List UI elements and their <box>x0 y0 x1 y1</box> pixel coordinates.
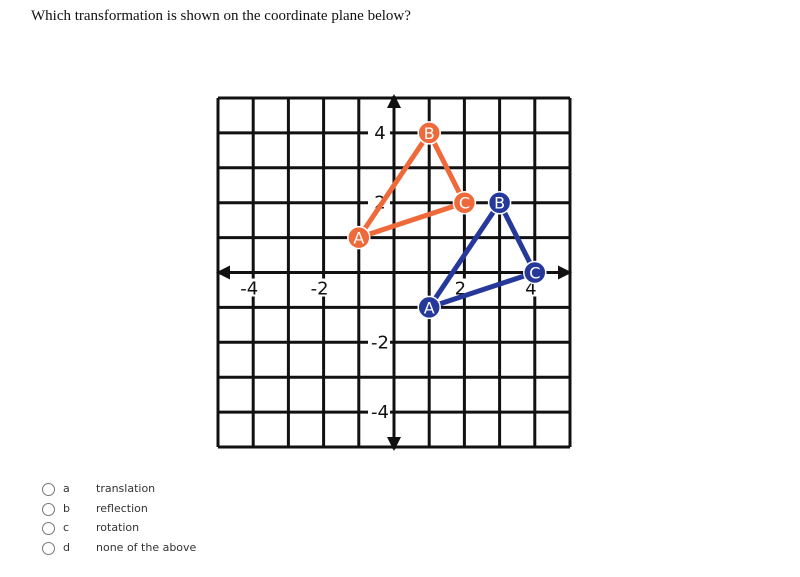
question: Which transformation is shown on the coo… <box>31 8 411 24</box>
option-letter: b <box>63 501 70 515</box>
label-bg <box>368 398 390 421</box>
vertex <box>452 190 477 215</box>
label-bg <box>368 188 390 211</box>
vertex <box>417 121 441 145</box>
radio-button[interactable] <box>42 502 55 516</box>
option-text: translation <box>96 482 156 495</box>
vertex <box>523 260 547 285</box>
x-tick-label: 4 <box>525 279 536 300</box>
arrow <box>387 94 401 108</box>
arrow <box>387 437 401 451</box>
vertex-label: B <box>424 124 435 143</box>
vertex-label: C <box>529 264 540 283</box>
label-bg <box>449 278 472 297</box>
option-text: rotation <box>96 521 140 535</box>
radio-button[interactable] <box>42 542 55 556</box>
label-bg <box>368 328 390 351</box>
triangle <box>356 130 467 241</box>
vertex-label: A <box>424 298 435 317</box>
triangle <box>426 200 538 310</box>
radio-button[interactable] <box>42 483 55 496</box>
label-bg <box>368 118 390 141</box>
option-text: reflection <box>96 501 148 515</box>
y-tick-label: -4 <box>371 402 389 423</box>
vertex-label: C <box>459 194 470 213</box>
radio-button[interactable] <box>42 522 55 536</box>
x-tick-label: -4 <box>240 279 258 300</box>
option-letter: a <box>63 482 70 495</box>
y-tick-label: 4 <box>374 123 385 144</box>
y-tick-label: -2 <box>371 332 389 353</box>
vertex-label: A <box>353 229 364 248</box>
option-letter: d <box>63 541 70 555</box>
vertex-label: B <box>494 194 505 213</box>
label-bg <box>238 278 261 297</box>
x-tick-label: 2 <box>455 279 466 300</box>
label-bg <box>308 278 331 297</box>
vertex <box>487 190 512 215</box>
x-tick-label: -2 <box>311 279 329 300</box>
arrow <box>558 265 572 280</box>
option-text: none of the above <box>96 541 197 555</box>
vertex <box>347 225 371 250</box>
option-letter: c <box>63 521 70 535</box>
arrow <box>216 265 230 280</box>
vertex <box>417 295 441 320</box>
